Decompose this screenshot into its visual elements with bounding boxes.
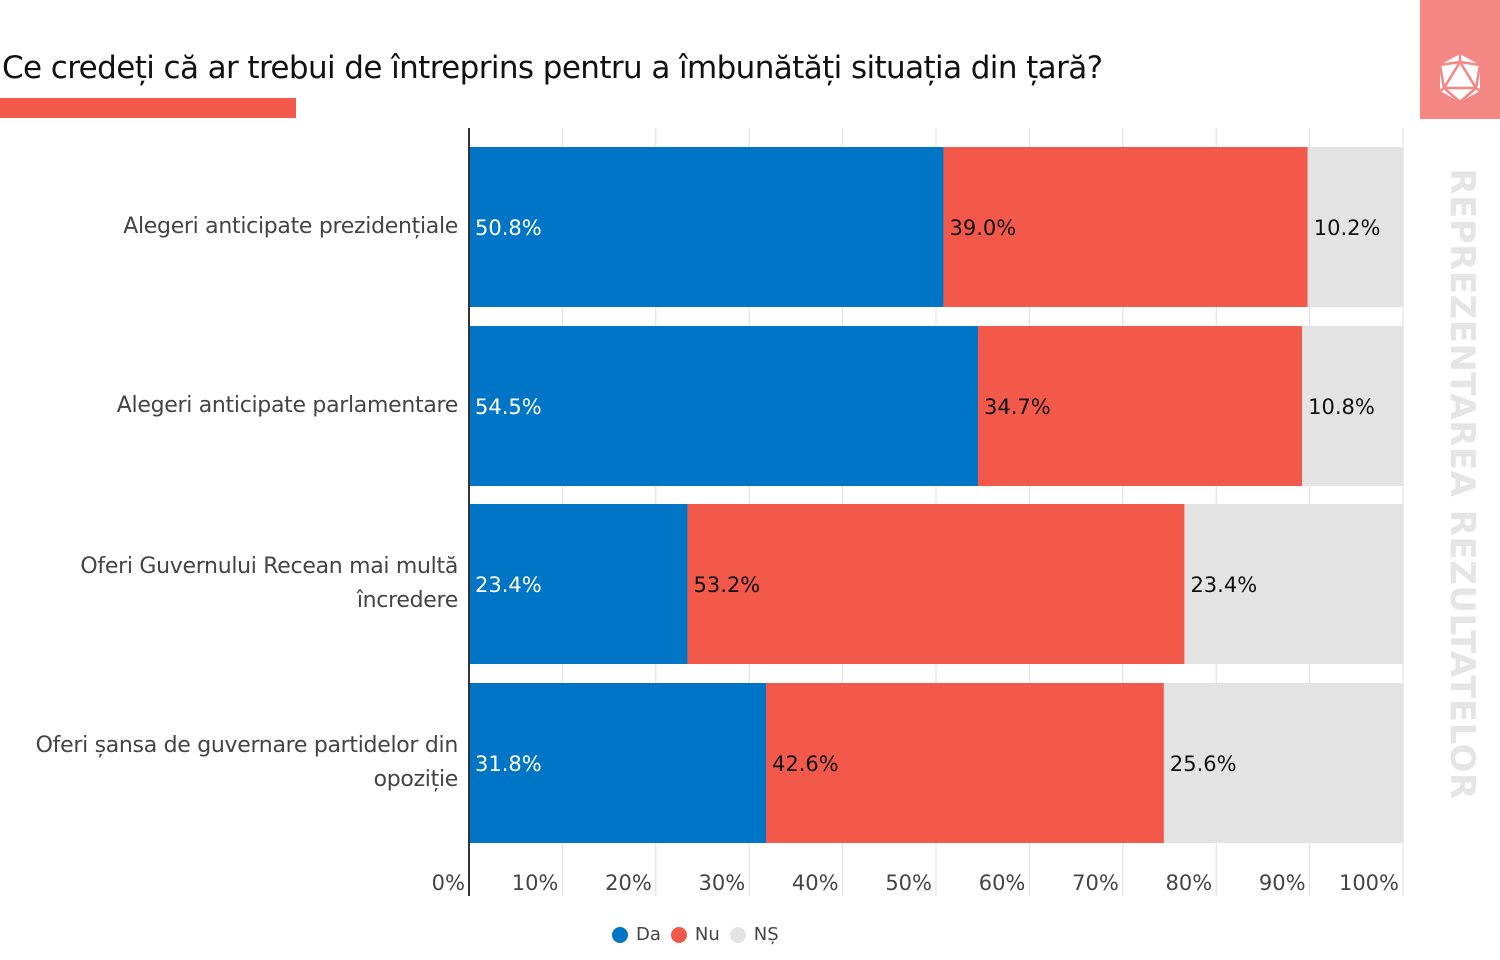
category-label: Alegeri anticipate parlamentare bbox=[116, 389, 459, 423]
legend-item-da[interactable]: Da bbox=[612, 924, 661, 945]
x-tick-label: 70% bbox=[1072, 871, 1119, 895]
data-label: 10.8% bbox=[1308, 395, 1375, 419]
legend-item-ns[interactable]: NȘ bbox=[729, 924, 779, 945]
data-label: 25.6% bbox=[1170, 752, 1237, 776]
x-tick-label: 80% bbox=[1166, 871, 1213, 895]
x-tick-label: 60% bbox=[979, 871, 1026, 895]
bar-segment-ns-0[interactable] bbox=[1307, 147, 1403, 307]
data-label: 31.8% bbox=[475, 752, 542, 776]
d20-polyhedron-icon bbox=[1438, 54, 1482, 103]
bar-segment-da-3[interactable] bbox=[469, 683, 767, 843]
category-label-line: încredere bbox=[356, 588, 458, 613]
bar-segment-nu-3[interactable] bbox=[766, 683, 1164, 843]
bar-segment-ns-1[interactable] bbox=[1302, 326, 1403, 486]
data-label: 50.8% bbox=[475, 216, 542, 240]
bar-segment-ns-3[interactable] bbox=[1163, 683, 1403, 843]
legend-label-da: Da bbox=[636, 924, 661, 945]
data-label: 23.4% bbox=[475, 573, 542, 597]
data-label: 53.2% bbox=[694, 573, 761, 597]
x-tick-label: 10% bbox=[512, 871, 559, 895]
chart-title: Ce credeți că ar trebui de întreprins pe… bbox=[2, 50, 1103, 86]
legend: Da Nu NȘ bbox=[612, 924, 789, 945]
category-label: Alegeri anticipate prezidențiale bbox=[123, 210, 458, 244]
legend-label-nu: Nu bbox=[694, 924, 720, 945]
data-label: 34.7% bbox=[984, 395, 1051, 419]
bar-segment-da-2[interactable] bbox=[469, 504, 688, 664]
bar-segment-ns-2[interactable] bbox=[1184, 504, 1403, 664]
bar-segment-nu-0[interactable] bbox=[943, 147, 1308, 307]
x-tick-label: 30% bbox=[699, 871, 746, 895]
legend-dot-da bbox=[612, 926, 628, 943]
x-tick-label: 40% bbox=[792, 871, 839, 895]
legend-item-nu[interactable]: Nu bbox=[670, 924, 720, 945]
category-label: Oferi Guvernului Recean mai multă încrede… bbox=[80, 550, 458, 618]
category-label-line: Oferi șansa de guvernare partidelor din bbox=[35, 733, 459, 758]
legend-label-ns: NȘ bbox=[753, 924, 779, 945]
data-label: 54.5% bbox=[475, 395, 542, 419]
category-label-line: Alegeri anticipate prezidențiale bbox=[123, 214, 458, 239]
category-label: Oferi șansa de guvernare partidelor din o… bbox=[35, 729, 459, 797]
category-label-line: opoziție bbox=[373, 767, 459, 792]
x-tick-label: 100% bbox=[1339, 871, 1399, 895]
side-watermark-text: REPREZENTAREA REZULTATELOR bbox=[1442, 168, 1482, 800]
bar-segment-nu-1[interactable] bbox=[978, 326, 1303, 486]
x-tick-label: 90% bbox=[1259, 871, 1306, 895]
bar-segment-nu-2[interactable] bbox=[687, 504, 1185, 664]
category-label-line: Oferi Guvernului Recean mai multă bbox=[80, 554, 458, 579]
side-watermark: REPREZENTAREA REZULTATELOR bbox=[1437, 128, 1487, 840]
category-label-line: Alegeri anticipate parlamentare bbox=[116, 393, 459, 418]
data-label: 39.0% bbox=[949, 216, 1016, 240]
brand-badge bbox=[1420, 0, 1500, 119]
bar-segment-da-0[interactable] bbox=[469, 147, 944, 307]
legend-dot-ns bbox=[729, 926, 746, 943]
x-tick-label: 50% bbox=[885, 871, 932, 895]
data-label: 23.4% bbox=[1190, 573, 1257, 597]
data-label: 10.2% bbox=[1314, 216, 1381, 240]
x-tick-label: 0% bbox=[432, 871, 465, 895]
legend-dot-nu bbox=[670, 926, 687, 943]
title-accent-bar bbox=[0, 98, 296, 118]
x-tick-label: 20% bbox=[605, 871, 652, 895]
stacked-bar-chart: 50.8% 39.0% 10.2% 54.5% 34.7% 10.8% 23.4% 53.2%… bbox=[432, 128, 1404, 896]
data-label: 42.6% bbox=[772, 752, 839, 776]
bar-segment-da-1[interactable] bbox=[469, 326, 979, 486]
